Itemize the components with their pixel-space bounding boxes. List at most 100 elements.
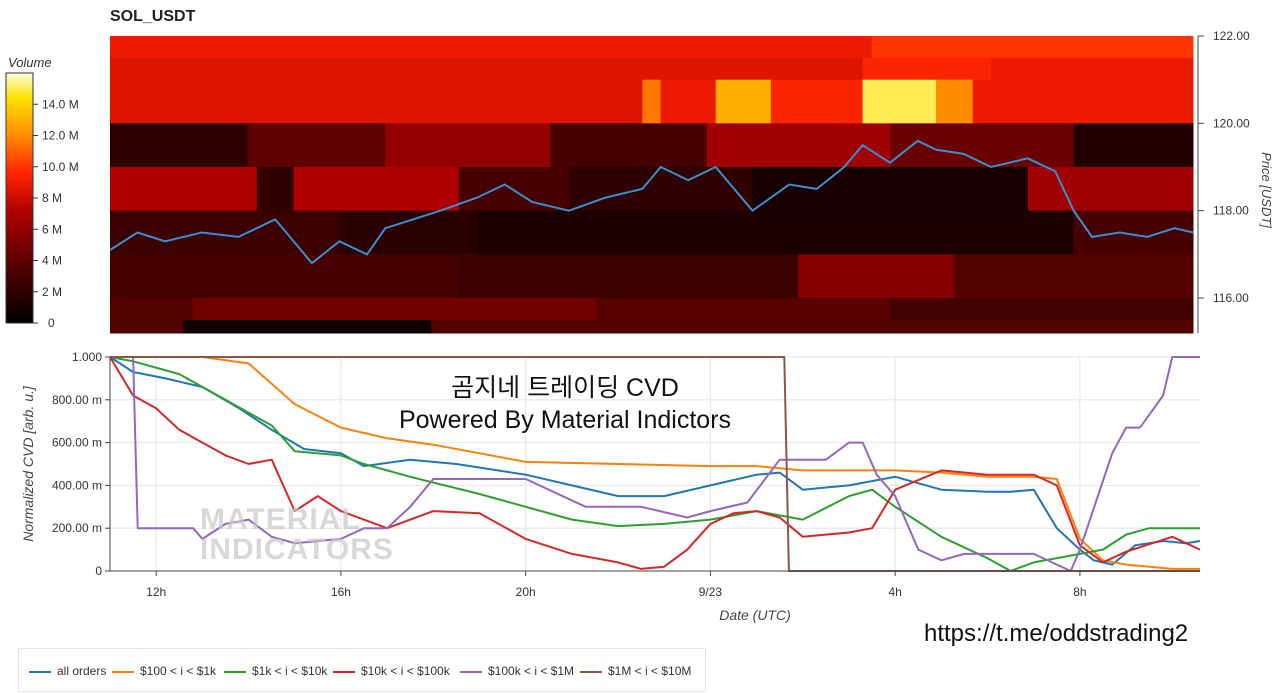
price-tick-label: 116.00 [1213, 291, 1249, 305]
legend-label: all orders [57, 664, 107, 678]
heatmap-cell [110, 210, 340, 255]
heatmap-cell [715, 79, 772, 124]
heatmap-cell [110, 79, 643, 124]
heatmap-cell [385, 123, 552, 168]
cvd-x-tick-label: 8h [1073, 585, 1086, 599]
heatmap-cell [890, 123, 1075, 168]
cvd-x-axis-label: Date (UTC) [719, 607, 791, 623]
cvd-y-axis-label: Normalized CVD [arb. u.] [20, 385, 36, 542]
legend-label: $100k < i < $1M [488, 664, 575, 678]
heatmap-cell [110, 36, 873, 59]
watermark-line: INDICATORS [200, 533, 394, 566]
colorbar-label: Volume [8, 55, 52, 70]
cvd-series-s100k-1m [110, 356, 1200, 572]
price-tick-label: 118.00 [1213, 204, 1249, 218]
cvd-x-tick-label: 9/23 [699, 585, 723, 599]
legend-label: $10k < i < $100k [361, 664, 450, 678]
legend-swatch [580, 670, 602, 673]
legend-item-all-orders[interactable]: all orders [29, 664, 106, 678]
heatmap-cell [477, 210, 1075, 255]
heatmap-cell [293, 167, 460, 212]
chart-title: SOL_USDT [110, 8, 196, 25]
heatmap-cell [110, 298, 194, 321]
cvd-x-tick-label: 4h [888, 585, 901, 599]
heatmap-cell [660, 79, 717, 124]
price-heatmap-chart: 116.00 118.00 120.00 122.00 Price [USDT] Vol… [5, 29, 1274, 334]
heatmap-cell [972, 79, 1194, 124]
heatmap-cell [954, 254, 1194, 299]
cvd-series-s100-1k [110, 356, 1200, 570]
legend-swatch [460, 670, 482, 673]
colorbar-tick-label: 10.0 M [42, 160, 79, 174]
heatmap-cell [458, 254, 799, 299]
legend-swatch [333, 670, 355, 673]
cvd-y-tick-label: 0 [95, 564, 102, 578]
heatmap-cell [706, 123, 891, 168]
colorbar-tick-label: 8 M [42, 191, 62, 205]
watermark: MATERIAL INDICATORS [200, 505, 394, 565]
heatmap-cell [862, 57, 992, 81]
colorbar-tick-label: 0 [48, 316, 55, 330]
legend-swatch [224, 670, 246, 673]
cvd-y-tick-label: 1.000 [72, 350, 102, 364]
legend-label: $1M < i < $10M [608, 664, 692, 678]
heatmap-cell [770, 79, 864, 124]
heatmap-cell [110, 319, 184, 334]
colorbar-tick-label: 12.0 M [42, 129, 79, 143]
chart-legend: all orders $100 < i < $1k $1k < i < $10k $1… [18, 648, 706, 692]
legend-item-s10k-100k[interactable]: $10k < i < $100k [333, 664, 450, 678]
heatmap-cell [110, 167, 258, 212]
legend-item-s1k-10k[interactable]: $1k < i < $10k [224, 664, 327, 678]
price-axis-label: Price [USDT] [1259, 152, 1274, 228]
heatmap-cell [596, 298, 891, 321]
heatmap-cell [192, 298, 597, 321]
colorbar-tick-label: 2 M [42, 285, 62, 299]
legend-item-s1m-10m[interactable]: $1M < i < $10M [580, 664, 691, 678]
heatmap-cell [339, 210, 478, 255]
cvd-y-tick-label: 800.00 m [52, 393, 102, 407]
heatmap-cell [798, 254, 955, 299]
overlay-line-1: 곰지네 트레이딩 CVD [451, 374, 679, 402]
legend-label: $100 < i < $1k [140, 664, 217, 678]
heatmap-cell [568, 167, 753, 212]
cvd-y-tick-label: 200.00 m [52, 521, 102, 535]
colorbar-tick-label: 4 M [42, 254, 62, 268]
heatmap-cell [991, 57, 1194, 81]
legend-item-s100k-1m[interactable]: $100k < i < $1M [460, 664, 574, 678]
heatmap-cell [752, 167, 1029, 212]
cvd-y-tick-label: 600.00 m [52, 436, 102, 450]
legend-label: $1k < i < $10k [252, 664, 328, 678]
legend-swatch [112, 670, 134, 673]
telegram-link[interactable]: https://t.me/oddstrading2 [924, 620, 1189, 647]
heatmap-cell [431, 319, 1194, 334]
price-tick-label: 122.00 [1213, 29, 1250, 43]
cvd-y-tick-label: 400.00 m [52, 478, 102, 492]
heatmap-cell [1073, 123, 1194, 168]
heatmap-cell [247, 123, 386, 168]
heatmap-cell [110, 123, 249, 168]
heatmap-cell [550, 123, 708, 168]
heatmap-cell [256, 167, 295, 212]
overlay-caption: 곰지네 트레이딩 CVD Powered By Material Indicto… [370, 372, 760, 436]
heatmap-cell [1027, 167, 1194, 212]
heatmap-cell [890, 298, 1194, 321]
colorbar-tick-label: 14.0 M [42, 97, 79, 111]
cvd-x-tick-label: 20h [516, 585, 536, 599]
cvd-series-s10k-100k [109, 356, 1201, 570]
overlay-line-2: Powered By Material Indictors [398, 406, 732, 434]
legend-swatch [29, 670, 51, 673]
heatmap-cell [862, 79, 937, 124]
watermark-line: MATERIAL [200, 503, 361, 536]
heatmap-cell [110, 57, 864, 81]
heatmap-cell [871, 36, 1194, 59]
price-tick-label: 120.00 [1213, 116, 1250, 130]
legend-item-s100-1k[interactable]: $100 < i < $1k [112, 664, 216, 678]
price-line [109, 139, 1194, 265]
colorbar-gradient [5, 72, 34, 324]
heatmap-cell [183, 319, 432, 334]
cvd-x-tick-label: 12h [146, 585, 166, 599]
heatmap-cell [110, 254, 460, 299]
cvd-line-chart: 0 200.00 m 400.00 m 600.00 m 800.00 m 1.000 12… [20, 350, 1201, 623]
colorbar-tick-label: 6 M [42, 222, 62, 236]
